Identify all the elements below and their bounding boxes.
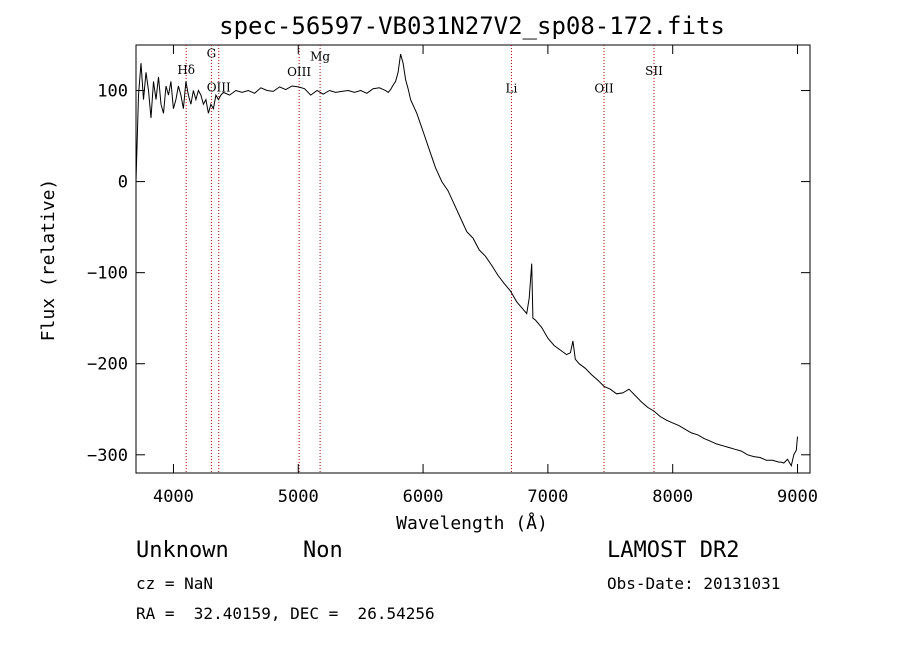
y-tick-label: 100 bbox=[97, 82, 128, 102]
x-tick-label: 9000 bbox=[777, 487, 818, 507]
axis-ticks: 4000 5000 6000 7000 8000 9000 100 0 −100 −200 −300 bbox=[87, 45, 818, 507]
line-marker-label: OII bbox=[594, 81, 614, 95]
y-tick-label: −300 bbox=[87, 446, 128, 466]
survey-name: LAMOST DR2 bbox=[607, 538, 740, 563]
chart-title: spec-56597-VB031N27V2_sp08-172.fits bbox=[219, 12, 725, 40]
x-tick-label: 6000 bbox=[403, 487, 444, 507]
object-subclass: Non bbox=[303, 538, 343, 563]
line-marker-label: OIII bbox=[287, 65, 311, 79]
line-marker-label: Mg bbox=[310, 49, 330, 63]
line-markers: Hδ G OIII OIII Mg Li OII SII bbox=[177, 45, 663, 473]
x-axis-label: Wavelength (Å) bbox=[396, 512, 548, 534]
spectrum-line bbox=[135, 53, 798, 468]
y-tick-label: −100 bbox=[87, 264, 128, 284]
line-marker-label: SII bbox=[645, 64, 663, 78]
line-marker-label: Li bbox=[506, 81, 518, 95]
y-axis-label: Flux (relative) bbox=[38, 179, 59, 342]
object-class: Unknown bbox=[136, 538, 229, 563]
coordinates: RA = 32.40159, DEC = 26.54256 bbox=[136, 604, 435, 623]
redshift: cz = NaN bbox=[136, 574, 214, 593]
line-marker-label: OIII bbox=[207, 80, 231, 94]
y-tick-label: −200 bbox=[87, 355, 128, 375]
plot-frame bbox=[135, 44, 811, 474]
line-marker-label: G bbox=[207, 47, 217, 61]
x-tick-label: 8000 bbox=[652, 487, 693, 507]
x-tick-label: 7000 bbox=[527, 487, 568, 507]
x-tick-label: 5000 bbox=[278, 487, 319, 507]
y-tick-label: 0 bbox=[118, 173, 128, 193]
obs-date: Obs-Date: 20131031 bbox=[607, 574, 781, 593]
x-tick-label: 4000 bbox=[153, 487, 194, 507]
line-marker-label: Hδ bbox=[177, 63, 195, 77]
